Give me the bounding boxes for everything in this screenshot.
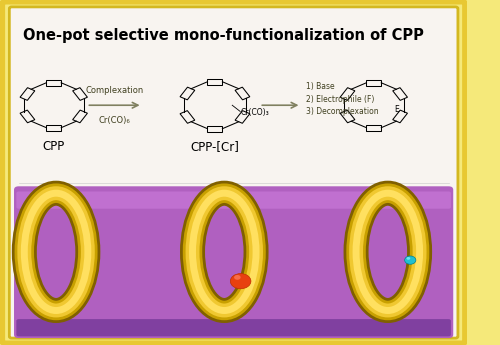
Text: 3) Decomplexation: 3) Decomplexation: [306, 107, 378, 116]
FancyBboxPatch shape: [16, 191, 451, 209]
Text: CPP-[Cr]: CPP-[Cr]: [190, 140, 240, 153]
FancyBboxPatch shape: [16, 319, 451, 336]
Text: Cr(CO)₆: Cr(CO)₆: [98, 116, 130, 125]
FancyBboxPatch shape: [10, 7, 458, 338]
FancyBboxPatch shape: [14, 186, 453, 338]
Text: CPP: CPP: [42, 140, 65, 153]
Text: Complexation: Complexation: [86, 86, 143, 95]
Circle shape: [230, 274, 251, 289]
Text: 2) Electrophile (F): 2) Electrophile (F): [306, 95, 374, 104]
Text: One-pot selective mono-functionalization of CPP: One-pot selective mono-functionalization…: [24, 28, 424, 42]
Circle shape: [234, 275, 240, 280]
Text: Cr(CO)₃: Cr(CO)₃: [240, 108, 270, 117]
Circle shape: [404, 256, 416, 264]
Text: 1) Base: 1) Base: [306, 82, 334, 91]
Circle shape: [406, 257, 410, 260]
FancyBboxPatch shape: [2, 2, 465, 343]
Text: E: E: [394, 105, 398, 114]
